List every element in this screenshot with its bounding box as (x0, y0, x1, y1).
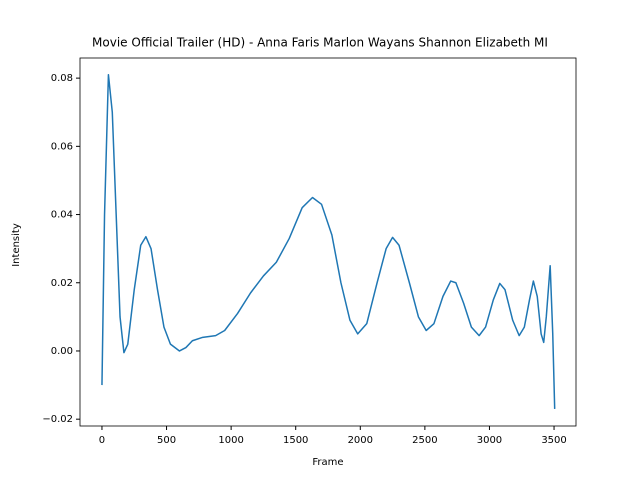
y-tick-label: 0.02 (51, 278, 73, 289)
y-tick-label: 0.06 (51, 141, 73, 152)
x-tick-label: 3000 (477, 435, 502, 446)
x-tick-label: 2000 (348, 435, 373, 446)
y-tick-label: 0.04 (51, 210, 73, 221)
x-tick-label: 1500 (283, 435, 308, 446)
x-tick-label: 3500 (541, 435, 566, 446)
y-axis-label: Intensity (11, 223, 22, 267)
y-tick-label: 0.00 (51, 346, 73, 357)
chart-title: Movie Official Trailer (HD) - Anna Faris… (92, 36, 548, 50)
x-tick-label: 500 (157, 435, 176, 446)
plot-frame (79, 57, 577, 427)
data-line (101, 73, 556, 409)
x-tick-label: 2500 (412, 435, 437, 446)
x-tick-label: 0 (99, 435, 105, 446)
x-axis-label: Frame (312, 457, 343, 468)
y-tick-label: −0.02 (42, 414, 73, 425)
y-tick-label: 0.08 (51, 73, 73, 84)
x-tick-label: 1000 (218, 435, 243, 446)
